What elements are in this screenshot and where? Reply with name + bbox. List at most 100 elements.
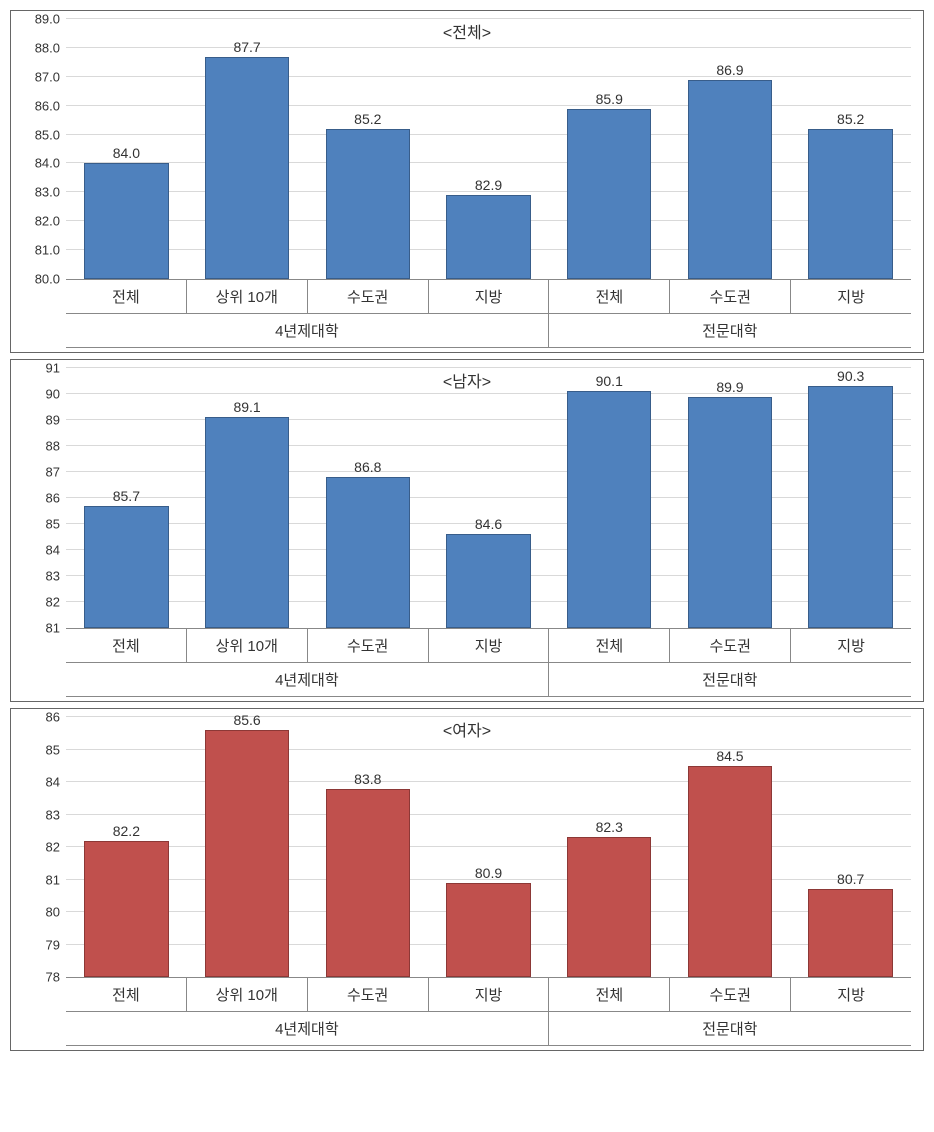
bar-slot: 82.3 xyxy=(549,717,670,977)
bar-slot: 90.1 xyxy=(549,368,670,628)
bar-slot: 87.7 xyxy=(187,19,308,279)
bar-slot: 83.8 xyxy=(307,717,428,977)
bar: 80.7 xyxy=(808,889,893,977)
bar-slot: 80.7 xyxy=(790,717,911,977)
plot-area: 80.081.082.083.084.085.086.087.088.089.0… xyxy=(66,19,911,280)
bar: 84.0 xyxy=(84,163,169,279)
xaxis-group-label: 전문대학 xyxy=(548,1012,911,1046)
xaxis-category-label: 지방 xyxy=(428,629,549,663)
ytick-label: 89.0 xyxy=(35,12,60,27)
bar-slot: 85.6 xyxy=(187,717,308,977)
bar: 84.6 xyxy=(446,534,531,628)
bar-slot: 85.9 xyxy=(549,19,670,279)
bar: 82.2 xyxy=(84,841,169,978)
ytick-label: 84 xyxy=(46,775,60,790)
xaxis-category-label: 수도권 xyxy=(307,978,428,1012)
bar-value-label: 89.9 xyxy=(716,379,743,395)
xaxis-groups: 4년제대학전문대학 xyxy=(66,663,911,697)
bar: 83.8 xyxy=(326,789,411,978)
bar: 84.5 xyxy=(688,766,773,977)
bar-value-label: 82.2 xyxy=(113,823,140,839)
bar-value-label: 84.6 xyxy=(475,516,502,532)
ytick-label: 88.0 xyxy=(35,40,60,55)
bar-value-label: 89.1 xyxy=(233,399,260,415)
ytick-label: 83.0 xyxy=(35,185,60,200)
chart-panel: <남자>818283848586878889909185.789.186.884… xyxy=(10,359,924,702)
bar: 80.9 xyxy=(446,883,531,977)
ytick-label: 91 xyxy=(46,361,60,376)
bar-value-label: 85.2 xyxy=(354,111,381,127)
bar-slot: 85.2 xyxy=(790,19,911,279)
xaxis-categories: 전체상위 10개수도권지방전체수도권지방 xyxy=(66,280,911,314)
ytick-label: 85.0 xyxy=(35,127,60,142)
chart-inner: <남자>818283848586878889909185.789.186.884… xyxy=(11,360,923,701)
ytick-label: 83 xyxy=(46,807,60,822)
bar-slot: 84.5 xyxy=(670,717,791,977)
bar-value-label: 83.8 xyxy=(354,771,381,787)
xaxis-category-label: 상위 10개 xyxy=(186,978,307,1012)
bar: 85.9 xyxy=(567,109,652,279)
ytick-label: 83 xyxy=(46,569,60,584)
ytick-label: 82 xyxy=(46,840,60,855)
chart-inner: <여자>78798081828384858682.285.683.880.982… xyxy=(11,709,923,1050)
bar-slot: 89.9 xyxy=(670,368,791,628)
bar: 85.6 xyxy=(205,730,290,977)
xaxis-group-label: 4년제대학 xyxy=(66,314,548,348)
bar-value-label: 85.6 xyxy=(233,712,260,728)
xaxis-category-label: 전체 xyxy=(66,978,186,1012)
bar-value-label: 85.7 xyxy=(113,488,140,504)
bar-slot: 82.9 xyxy=(428,19,549,279)
bar-slot: 89.1 xyxy=(187,368,308,628)
bar: 90.3 xyxy=(808,386,893,628)
xaxis-category-label: 전체 xyxy=(548,629,669,663)
bar-value-label: 85.2 xyxy=(837,111,864,127)
bar-value-label: 82.3 xyxy=(596,819,623,835)
bar-value-label: 90.3 xyxy=(837,368,864,384)
xaxis-category-label: 전체 xyxy=(66,629,186,663)
ytick-label: 80.0 xyxy=(35,272,60,287)
bar-value-label: 80.7 xyxy=(837,871,864,887)
xaxis-category-label: 지방 xyxy=(790,629,911,663)
bar-value-label: 84.0 xyxy=(113,145,140,161)
bar-value-label: 90.1 xyxy=(596,373,623,389)
ytick-label: 79 xyxy=(46,937,60,952)
bar: 89.9 xyxy=(688,397,773,628)
plot-area: 818283848586878889909185.789.186.884.690… xyxy=(66,368,911,629)
bar-slot: 85.7 xyxy=(66,368,187,628)
bar-slot: 82.2 xyxy=(66,717,187,977)
xaxis-group-label: 전문대학 xyxy=(548,663,911,697)
bar-value-label: 80.9 xyxy=(475,865,502,881)
xaxis-category-label: 수도권 xyxy=(669,978,790,1012)
xaxis-groups: 4년제대학전문대학 xyxy=(66,1012,911,1046)
chart-inner: <전체>80.081.082.083.084.085.086.087.088.0… xyxy=(11,11,923,352)
xaxis-category-label: 수도권 xyxy=(669,629,790,663)
xaxis-category-label: 수도권 xyxy=(307,280,428,314)
xaxis-category-label: 수도권 xyxy=(669,280,790,314)
ytick-label: 82 xyxy=(46,595,60,610)
ytick-label: 86.0 xyxy=(35,98,60,113)
bar-value-label: 84.5 xyxy=(716,748,743,764)
bars-row: 85.789.186.884.690.189.990.3 xyxy=(66,368,911,628)
xaxis-categories: 전체상위 10개수도권지방전체수도권지방 xyxy=(66,629,911,663)
chart-panel: <여자>78798081828384858682.285.683.880.982… xyxy=(10,708,924,1051)
xaxis-group-label: 4년제대학 xyxy=(66,663,548,697)
ytick-label: 89 xyxy=(46,413,60,428)
ytick-label: 87.0 xyxy=(35,69,60,84)
bar: 87.7 xyxy=(205,57,290,279)
ytick-label: 81 xyxy=(46,621,60,636)
xaxis-category-label: 지방 xyxy=(428,978,549,1012)
xaxis-groups: 4년제대학전문대학 xyxy=(66,314,911,348)
ytick-label: 86 xyxy=(46,710,60,725)
ytick-label: 80 xyxy=(46,905,60,920)
bar: 82.9 xyxy=(446,195,531,279)
xaxis-group-label: 전문대학 xyxy=(548,314,911,348)
xaxis-category-label: 전체 xyxy=(66,280,186,314)
chart-panel: <전체>80.081.082.083.084.085.086.087.088.0… xyxy=(10,10,924,353)
ytick-label: 85 xyxy=(46,517,60,532)
bar-slot: 86.8 xyxy=(307,368,428,628)
xaxis-category-label: 상위 10개 xyxy=(186,629,307,663)
bar-value-label: 87.7 xyxy=(233,39,260,55)
bar-value-label: 85.9 xyxy=(596,91,623,107)
ytick-label: 81.0 xyxy=(35,243,60,258)
bar-value-label: 86.9 xyxy=(716,62,743,78)
